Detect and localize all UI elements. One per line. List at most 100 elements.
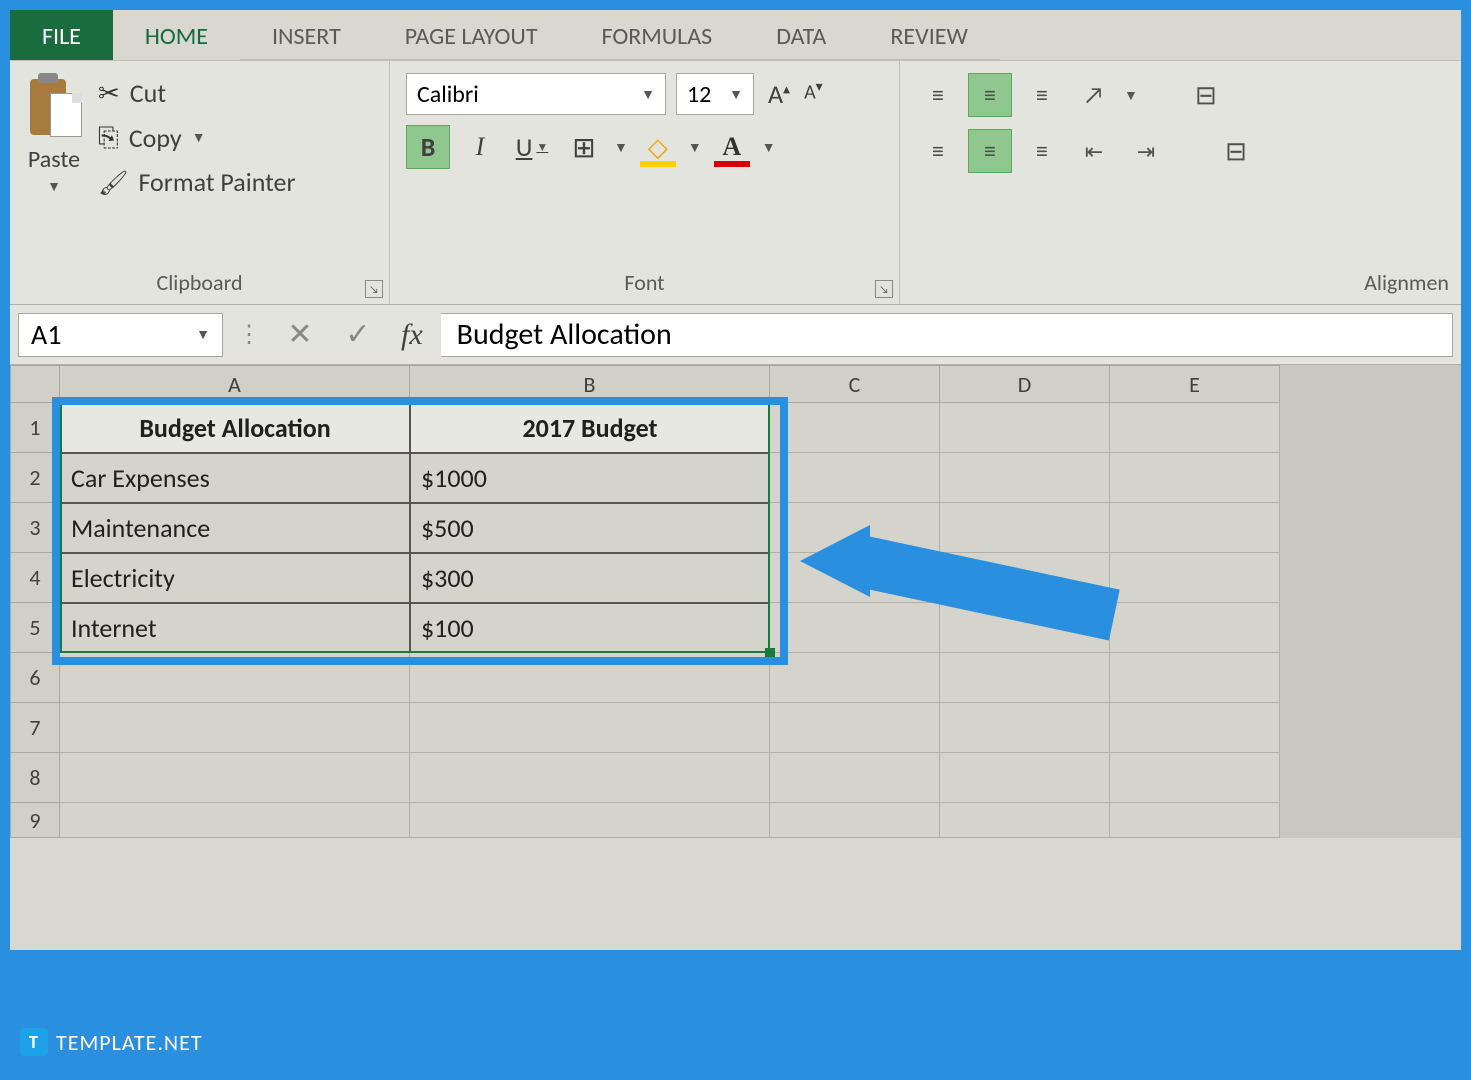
- cancel-formula-button[interactable]: ✕: [275, 313, 325, 357]
- align-top-button[interactable]: ≡: [916, 73, 960, 117]
- name-box[interactable]: A1 ▼: [18, 313, 223, 357]
- paste-dropdown-caret[interactable]: ▼: [47, 178, 61, 195]
- cell-a6[interactable]: [60, 653, 410, 703]
- cell-d2[interactable]: [940, 453, 1110, 503]
- bold-button[interactable]: B: [406, 125, 450, 169]
- select-all-corner[interactable]: [10, 365, 60, 403]
- decrease-indent-button[interactable]: [1072, 129, 1116, 173]
- increase-font-button[interactable]: A▴: [764, 76, 794, 112]
- cell-e6[interactable]: [1110, 653, 1280, 703]
- font-size-select[interactable]: 12 ▼: [676, 73, 754, 115]
- row-header-4[interactable]: 4: [10, 553, 60, 603]
- underline-button[interactable]: U▼: [510, 125, 554, 169]
- fill-color-button[interactable]: [636, 125, 680, 169]
- cell-b9[interactable]: [410, 803, 770, 838]
- row-header-3[interactable]: 3: [10, 503, 60, 553]
- cell-d1[interactable]: [940, 403, 1110, 453]
- cell-d7[interactable]: [940, 703, 1110, 753]
- column-header-d[interactable]: D: [940, 365, 1110, 403]
- decrease-font-button[interactable]: A▾: [800, 76, 827, 112]
- formula-input[interactable]: Budget Allocation: [441, 313, 1453, 357]
- align-right-button[interactable]: ≡: [1020, 129, 1064, 173]
- tab-home[interactable]: HOME: [113, 10, 240, 60]
- fill-handle[interactable]: [765, 648, 775, 658]
- clipboard-launcher[interactable]: ↘: [365, 280, 383, 298]
- cell-a3[interactable]: Maintenance: [60, 503, 410, 553]
- font-launcher[interactable]: ↘: [875, 280, 893, 298]
- align-middle-button[interactable]: ≡: [968, 73, 1012, 117]
- tab-page-layout[interactable]: PAGE LAYOUT: [373, 10, 570, 60]
- column-header-c[interactable]: C: [770, 365, 940, 403]
- cell-a1[interactable]: Budget Allocation: [60, 403, 410, 453]
- tab-insert[interactable]: INSERT: [240, 10, 373, 60]
- increase-indent-button[interactable]: [1124, 129, 1168, 173]
- cell-b3[interactable]: $500: [410, 503, 770, 553]
- cell-a2[interactable]: Car Expenses: [60, 453, 410, 503]
- cell-a5[interactable]: Internet: [60, 603, 410, 653]
- font-name-select[interactable]: Calibri ▼: [406, 73, 666, 115]
- cut-button[interactable]: Cut: [98, 77, 296, 109]
- cell-e1[interactable]: [1110, 403, 1280, 453]
- copy-button[interactable]: Copy ▼: [98, 121, 296, 154]
- cell-d3[interactable]: [940, 503, 1110, 553]
- cell-c8[interactable]: [770, 753, 940, 803]
- tab-formulas[interactable]: FORMULAS: [570, 10, 745, 60]
- row-header-1[interactable]: 1: [10, 403, 60, 453]
- cell-e7[interactable]: [1110, 703, 1280, 753]
- cell-c9[interactable]: [770, 803, 940, 838]
- cell-c6[interactable]: [770, 653, 940, 703]
- cell-a9[interactable]: [60, 803, 410, 838]
- merge-center-button[interactable]: [1214, 129, 1258, 173]
- paste-button[interactable]: Paste ▼: [22, 69, 86, 206]
- cell-c2[interactable]: [770, 453, 940, 503]
- column-header-b[interactable]: B: [410, 365, 770, 403]
- align-bottom-button[interactable]: ≡: [1020, 73, 1064, 117]
- border-caret[interactable]: ▼: [614, 139, 628, 156]
- copy-dropdown-caret[interactable]: ▼: [192, 129, 206, 146]
- column-header-e[interactable]: E: [1110, 365, 1280, 403]
- cell-c7[interactable]: [770, 703, 940, 753]
- cell-b6[interactable]: [410, 653, 770, 703]
- cell-e2[interactable]: [1110, 453, 1280, 503]
- row-header-8[interactable]: 8: [10, 753, 60, 803]
- cell-c1[interactable]: [770, 403, 940, 453]
- tab-file[interactable]: FILE: [10, 10, 113, 60]
- cell-b1[interactable]: 2017 Budget: [410, 403, 770, 453]
- cell-a4[interactable]: Electricity: [60, 553, 410, 603]
- cell-e4[interactable]: [1110, 553, 1280, 603]
- tab-review[interactable]: REVIEW: [858, 10, 999, 60]
- cell-a8[interactable]: [60, 753, 410, 803]
- cell-a7[interactable]: [60, 703, 410, 753]
- cell-b7[interactable]: [410, 703, 770, 753]
- orientation-caret[interactable]: ▼: [1124, 87, 1138, 104]
- cell-b4[interactable]: $300: [410, 553, 770, 603]
- row-header-5[interactable]: 5: [10, 603, 60, 653]
- font-color-caret[interactable]: ▼: [762, 139, 776, 156]
- row-header-9[interactable]: 9: [10, 803, 60, 838]
- orientation-button[interactable]: [1072, 73, 1116, 117]
- row-header-7[interactable]: 7: [10, 703, 60, 753]
- cell-b2[interactable]: $1000: [410, 453, 770, 503]
- cell-d6[interactable]: [940, 653, 1110, 703]
- cell-d8[interactable]: [940, 753, 1110, 803]
- enter-formula-button[interactable]: ✓: [333, 313, 383, 357]
- format-painter-button[interactable]: Format Painter: [98, 166, 296, 198]
- border-button[interactable]: [562, 125, 606, 169]
- cell-c5[interactable]: [770, 603, 940, 653]
- cell-e5[interactable]: [1110, 603, 1280, 653]
- cell-e9[interactable]: [1110, 803, 1280, 838]
- fx-icon[interactable]: fx: [391, 318, 433, 352]
- italic-button[interactable]: I: [458, 125, 502, 169]
- fill-caret[interactable]: ▼: [688, 139, 702, 156]
- font-size-caret[interactable]: ▼: [729, 86, 743, 103]
- cell-b8[interactable]: [410, 753, 770, 803]
- cell-d9[interactable]: [940, 803, 1110, 838]
- cell-e3[interactable]: [1110, 503, 1280, 553]
- name-box-caret[interactable]: ▼: [196, 326, 210, 343]
- column-header-a[interactable]: A: [60, 365, 410, 403]
- align-left-button[interactable]: ≡: [916, 129, 960, 173]
- font-name-caret[interactable]: ▼: [641, 86, 655, 103]
- cell-b5[interactable]: $100: [410, 603, 770, 653]
- row-header-6[interactable]: 6: [10, 653, 60, 703]
- cell-e8[interactable]: [1110, 753, 1280, 803]
